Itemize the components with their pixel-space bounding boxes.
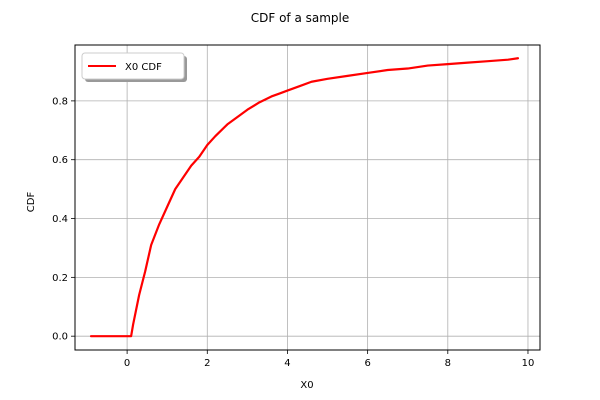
series-layer: [89, 57, 520, 338]
legend-label-x0-cdf: X0 CDF: [125, 62, 162, 73]
y-axis-label: CDF: [26, 192, 37, 213]
x-tick-label: 8: [445, 358, 451, 369]
y-tick-label: 0.2: [52, 273, 68, 284]
y-axis-ticks: 0.0 0.2 0.4 0.6 0.8: [52, 96, 75, 343]
y-tick-label: 0.4: [52, 214, 68, 225]
x-tick-label: 0: [124, 358, 130, 369]
plot-area-frame: [74, 44, 541, 351]
x-tick-label: 10: [522, 358, 535, 369]
chart-title: CDF of a sample: [251, 11, 350, 25]
legend: X0 CDF: [81, 52, 187, 82]
x-tick-label: 6: [364, 358, 370, 369]
x-axis-label: X0: [300, 380, 313, 391]
grid-lines: [75, 45, 540, 350]
x-axis-ticks: 0 2 4 6 8 10: [124, 350, 534, 369]
x-tick-label: 4: [284, 358, 290, 369]
series-line-x0-cdf: [89, 57, 520, 338]
y-tick-label: 0.0: [52, 332, 68, 343]
y-tick-label: 0.8: [52, 96, 68, 107]
legend-box: [81, 52, 185, 80]
x-tick-label: 2: [204, 358, 210, 369]
y-tick-label: 0.6: [52, 155, 68, 166]
